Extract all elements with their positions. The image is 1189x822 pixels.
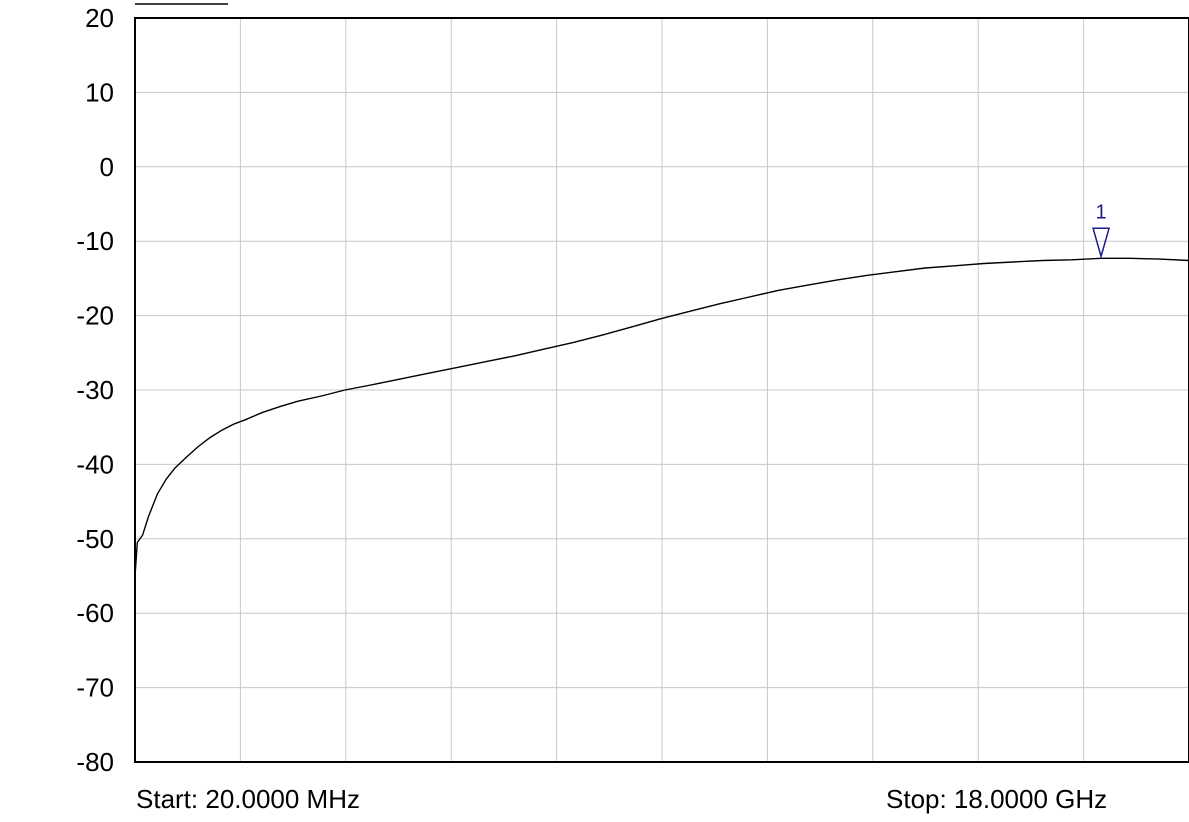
marker-label: 1 bbox=[1096, 201, 1107, 223]
trace-group bbox=[134, 257, 1189, 577]
y-tick-label: -20 bbox=[76, 301, 114, 331]
y-tick-label: 20 bbox=[85, 3, 114, 33]
y-axis-tick-labels: 20 10 0 -10 -20 -30 -40 -50 -60 -70 -80 bbox=[76, 3, 114, 777]
y-tick-label: -10 bbox=[76, 226, 114, 256]
start-frequency-label: Start: 20.0000 MHz bbox=[136, 784, 360, 814]
trace-line bbox=[134, 257, 1189, 577]
y-tick-label: -70 bbox=[76, 673, 114, 703]
grid-lines bbox=[135, 18, 1189, 762]
y-tick-label: -50 bbox=[76, 524, 114, 554]
y-tick-label: -30 bbox=[76, 375, 114, 405]
y-tick-label: -60 bbox=[76, 598, 114, 628]
y-tick-label: -80 bbox=[76, 747, 114, 777]
y-tick-label: 0 bbox=[100, 152, 114, 182]
marker-triangle-icon bbox=[1092, 227, 1111, 260]
stop-frequency-label: Stop: 18.0000 GHz bbox=[886, 784, 1108, 814]
y-tick-label: -40 bbox=[76, 449, 114, 479]
y-tick-label: 10 bbox=[85, 77, 114, 107]
marker-group: 1 bbox=[1092, 201, 1111, 260]
plot-frame bbox=[134, 17, 1189, 763]
